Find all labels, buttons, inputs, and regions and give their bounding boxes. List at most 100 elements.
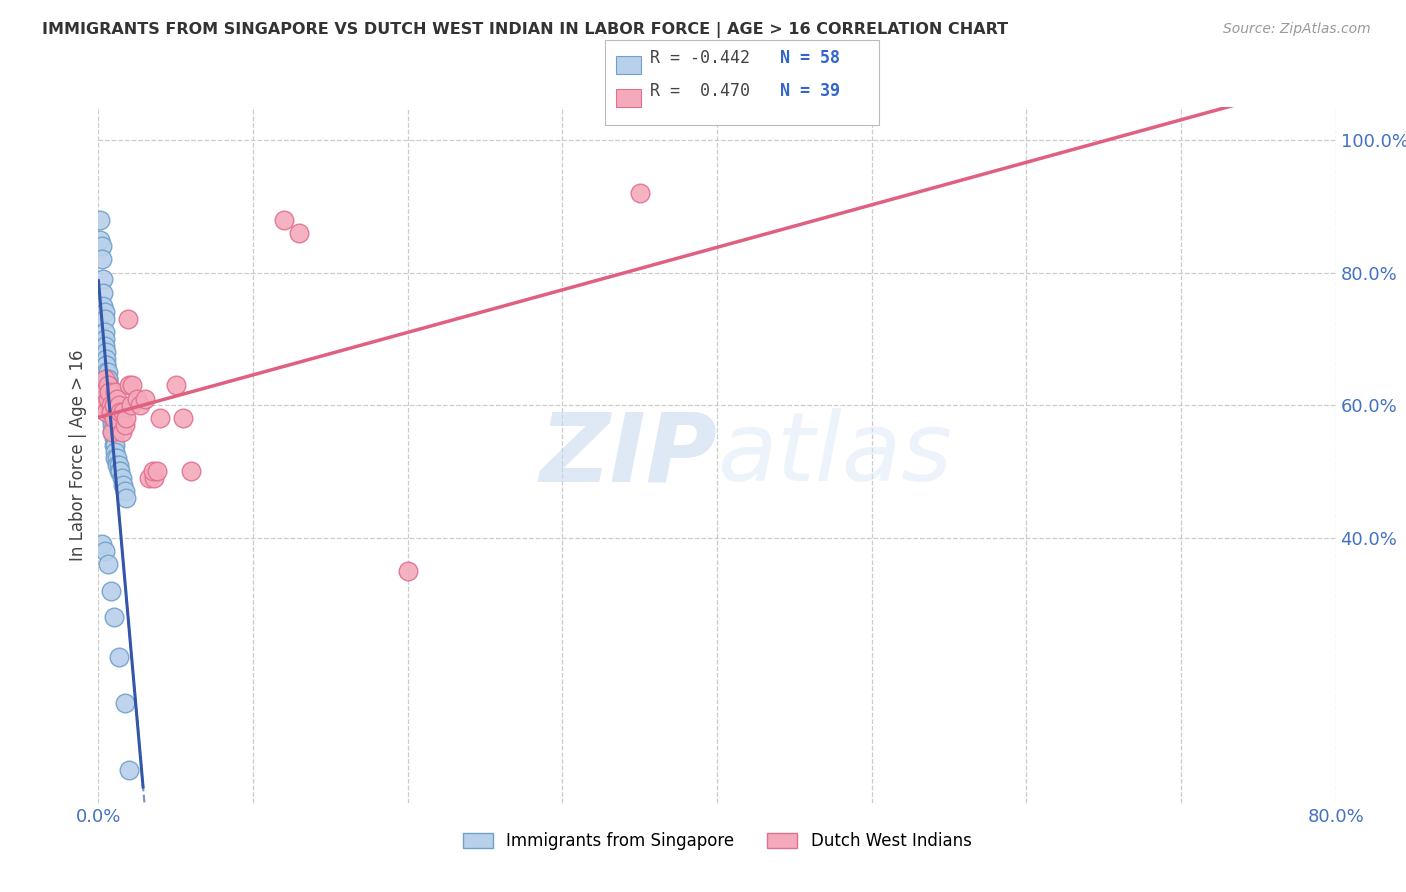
Point bbox=[103, 411, 125, 425]
Point bbox=[120, 398, 142, 412]
Point bbox=[90, 252, 112, 267]
Point bbox=[108, 465, 131, 479]
Text: ZIP: ZIP bbox=[538, 409, 717, 501]
Point bbox=[97, 378, 120, 392]
Point bbox=[628, 186, 651, 201]
Point bbox=[97, 365, 120, 379]
Point bbox=[396, 564, 419, 578]
Point bbox=[103, 398, 125, 412]
Point bbox=[103, 431, 125, 445]
Point bbox=[143, 471, 166, 485]
Point bbox=[112, 405, 135, 419]
Point bbox=[107, 650, 129, 665]
Point bbox=[90, 239, 112, 253]
Point bbox=[105, 451, 128, 466]
Point bbox=[121, 378, 143, 392]
Point bbox=[93, 305, 115, 319]
Point bbox=[104, 444, 127, 458]
Point bbox=[93, 372, 115, 386]
Point bbox=[89, 233, 111, 247]
Point bbox=[100, 398, 122, 412]
Point bbox=[146, 465, 169, 479]
Text: IMMIGRANTS FROM SINGAPORE VS DUTCH WEST INDIAN IN LABOR FORCE | AGE > 16 CORRELA: IMMIGRANTS FROM SINGAPORE VS DUTCH WEST … bbox=[42, 22, 1008, 38]
Point bbox=[118, 763, 141, 777]
Point bbox=[91, 285, 114, 300]
Point bbox=[101, 425, 124, 439]
Point bbox=[98, 398, 121, 412]
Point bbox=[97, 558, 120, 572]
Point bbox=[115, 491, 138, 505]
Point bbox=[96, 405, 118, 419]
Point bbox=[97, 372, 120, 386]
Point bbox=[100, 405, 122, 419]
Point bbox=[103, 418, 125, 433]
Point bbox=[98, 392, 121, 406]
Point bbox=[98, 378, 121, 392]
Point bbox=[104, 438, 127, 452]
Point bbox=[134, 392, 156, 406]
Point bbox=[104, 451, 127, 466]
Point bbox=[100, 392, 122, 406]
Point bbox=[93, 338, 115, 352]
Point bbox=[101, 411, 124, 425]
Point bbox=[103, 425, 125, 439]
Point bbox=[90, 384, 112, 399]
Text: N = 39: N = 39 bbox=[780, 82, 841, 100]
Text: R = -0.442: R = -0.442 bbox=[650, 49, 749, 67]
Point bbox=[118, 378, 141, 392]
Y-axis label: In Labor Force | Age > 16: In Labor Force | Age > 16 bbox=[69, 349, 87, 561]
Text: R =  0.470: R = 0.470 bbox=[650, 82, 749, 100]
Point bbox=[114, 484, 136, 499]
Point bbox=[91, 272, 114, 286]
Point bbox=[127, 392, 149, 406]
Point bbox=[105, 392, 128, 406]
Point bbox=[97, 384, 120, 399]
Point bbox=[117, 312, 139, 326]
Point bbox=[129, 398, 152, 412]
Point bbox=[111, 471, 134, 485]
Text: atlas: atlas bbox=[717, 409, 952, 501]
Point bbox=[165, 378, 187, 392]
Point bbox=[103, 610, 125, 624]
Point bbox=[96, 359, 118, 373]
Point bbox=[107, 398, 129, 412]
Point bbox=[138, 471, 160, 485]
Point bbox=[173, 411, 195, 425]
Point bbox=[111, 425, 134, 439]
Point bbox=[97, 392, 120, 406]
Point bbox=[101, 418, 124, 433]
Point bbox=[105, 458, 128, 472]
Point bbox=[273, 212, 295, 227]
Point bbox=[115, 411, 138, 425]
Point bbox=[108, 405, 131, 419]
Point bbox=[142, 465, 165, 479]
Point bbox=[93, 326, 115, 340]
Point bbox=[100, 398, 122, 412]
Point bbox=[91, 299, 114, 313]
Point bbox=[107, 458, 129, 472]
Point bbox=[97, 378, 120, 392]
Point bbox=[96, 365, 118, 379]
Point bbox=[93, 544, 115, 558]
Point bbox=[96, 359, 118, 373]
Point bbox=[97, 372, 120, 386]
Legend: Immigrants from Singapore, Dutch West Indians: Immigrants from Singapore, Dutch West In… bbox=[456, 826, 979, 857]
Point bbox=[89, 212, 111, 227]
Point bbox=[101, 425, 124, 439]
Text: Source: ZipAtlas.com: Source: ZipAtlas.com bbox=[1223, 22, 1371, 37]
Point bbox=[112, 477, 135, 491]
Point bbox=[98, 384, 121, 399]
Point bbox=[100, 411, 122, 425]
Point bbox=[149, 411, 172, 425]
Point bbox=[91, 398, 114, 412]
Point bbox=[103, 438, 125, 452]
Text: N = 58: N = 58 bbox=[780, 49, 841, 67]
Point bbox=[100, 583, 122, 598]
Point bbox=[288, 226, 311, 240]
Point bbox=[100, 405, 122, 419]
Point bbox=[104, 384, 127, 399]
Point bbox=[96, 345, 118, 359]
Point bbox=[93, 312, 115, 326]
Point bbox=[90, 537, 112, 551]
Point bbox=[96, 351, 118, 366]
